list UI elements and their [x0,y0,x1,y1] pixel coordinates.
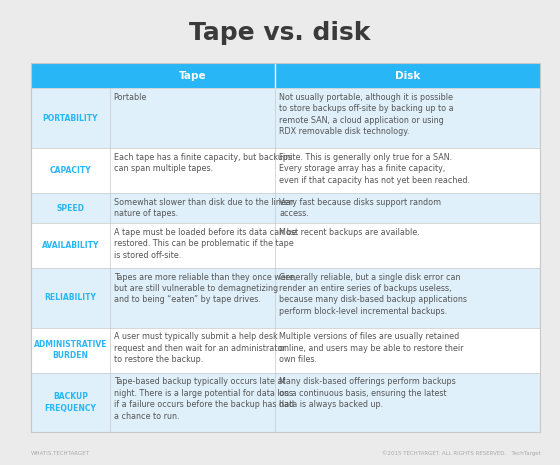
Text: Very fast because disks support random
access.: Very fast because disks support random a… [279,198,441,218]
Text: Not usually portable, although it is possible
to store backups off-site by backi: Not usually portable, although it is pos… [279,93,454,136]
Text: Disk: Disk [395,71,421,80]
Bar [31,223,540,268]
Bar [31,372,540,432]
Text: AVAILABILITY: AVAILABILITY [41,241,99,250]
Text: CAPACITY: CAPACITY [49,166,91,175]
Bar [31,88,540,148]
Text: Multiple versions of files are usually retained
online, and users may be able to: Multiple versions of files are usually r… [279,332,464,364]
Text: Many disk-based offerings perform backups
on a continuous basis, ensuring the la: Many disk-based offerings perform backup… [279,377,456,409]
Text: Tape vs. disk: Tape vs. disk [189,20,371,45]
Text: BACKUP
FREQUENCY: BACKUP FREQUENCY [44,392,96,412]
Bar [31,63,540,432]
Text: PORTABILITY: PORTABILITY [43,114,98,123]
Text: WHATIS.TECHTARGET: WHATIS.TECHTARGET [31,451,90,456]
Bar [31,268,540,328]
Text: A user must typically submit a help desk
request and then wait for an administra: A user must typically submit a help desk… [114,332,286,364]
Text: Somewhat slower than disk due to the linear
nature of tapes.: Somewhat slower than disk due to the lin… [114,198,294,218]
Bar [31,63,540,88]
Bar [31,63,540,432]
Text: ADMINISTRATIVE
BURDEN: ADMINISTRATIVE BURDEN [34,340,107,360]
Text: ©2015 TECHTARGET. ALL RIGHTS RESERVED.   TechTarget: ©2015 TECHTARGET. ALL RIGHTS RESERVED. T… [382,451,540,456]
Text: Tape-based backup typically occurs late at
night. There is a large potential for: Tape-based backup typically occurs late … [114,377,294,421]
Text: Most recent backups are available.: Most recent backups are available. [279,228,420,237]
Text: Tape: Tape [179,71,207,80]
Bar [31,193,540,223]
Text: SPEED: SPEED [57,204,85,213]
Text: RELIABILITY: RELIABILITY [44,293,96,302]
Text: Generally reliable, but a single disk error can
render an entire series of backu: Generally reliable, but a single disk er… [279,272,468,316]
Text: Portable: Portable [114,93,147,102]
Bar [31,328,540,372]
Text: Each tape has a finite capacity, but backups
can span multiple tapes.: Each tape has a finite capacity, but bac… [114,153,292,173]
Text: Finite. This is generally only true for a SAN.
Every storage array has a finite : Finite. This is generally only true for … [279,153,470,185]
Text: Tapes are more reliable than they once were,
but are still vulnerable to demagne: Tapes are more reliable than they once w… [114,272,296,305]
Text: A tape must be loaded before its data can be
restored. This can be problematic i: A tape must be loaded before its data ca… [114,228,296,259]
Bar [31,148,540,193]
